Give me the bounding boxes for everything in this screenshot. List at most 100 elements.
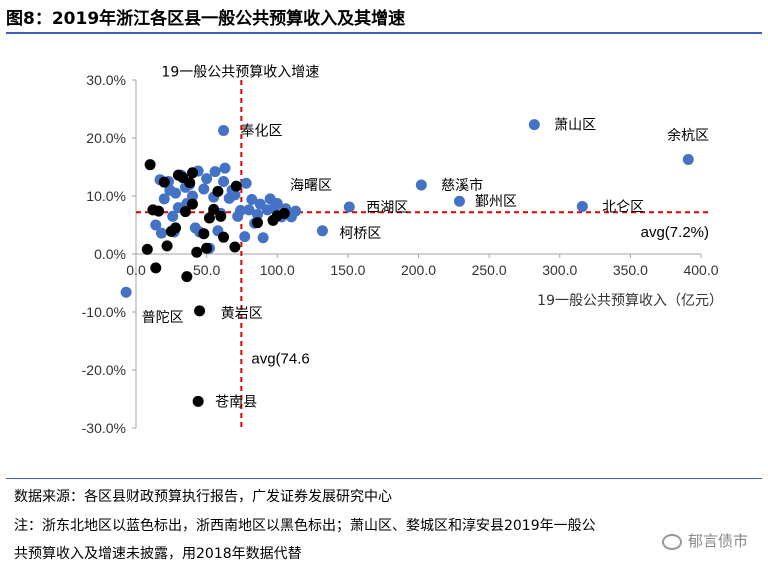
- black-data-point: [158, 176, 170, 188]
- data-points: [120, 119, 694, 407]
- black-data-point: [203, 212, 215, 224]
- wechat-icon: [661, 533, 682, 550]
- blue-data-point: [170, 187, 182, 199]
- x-tick-label: 200.0: [401, 262, 436, 278]
- blue-data-point: [528, 119, 540, 131]
- blue-data-point: [235, 205, 247, 216]
- black-data-point: [208, 203, 220, 215]
- blue-data-point: [120, 286, 132, 298]
- point-label: 柯桥区: [339, 226, 381, 242]
- x-tick-label: 300.0: [542, 262, 577, 278]
- y-tick-label: 20.0%: [86, 130, 126, 146]
- point-label: 奉化区: [241, 123, 283, 139]
- blue-data-point: [155, 227, 167, 239]
- black-data-point: [179, 206, 191, 218]
- blue-data-point: [218, 176, 230, 187]
- blue-data-point: [682, 153, 694, 165]
- scatter-chart: 30.0% 20.0% 10.0% 0.0% -10.0% -20.0% -30.0% 0.0…: [82, 64, 723, 436]
- black-data-point: [230, 180, 242, 192]
- black-data-point: [187, 167, 198, 179]
- point-label: 鄞州区: [475, 194, 517, 210]
- blue-data-point: [158, 193, 170, 205]
- black-data-point: [191, 246, 203, 258]
- blue-data-point: [257, 232, 269, 244]
- x-tick-label: 350.0: [613, 262, 648, 278]
- blue-data-point: [150, 219, 162, 231]
- black-data-point: [218, 231, 230, 243]
- blue-data-point: [246, 193, 258, 205]
- blue-data-point: [343, 201, 355, 213]
- point-label: 海曙区: [290, 178, 332, 194]
- point-label: 19一般公共预算收入增速: [161, 64, 319, 80]
- black-data-point: [198, 228, 210, 240]
- x-tick-label: 0.0: [126, 262, 146, 278]
- blue-data-point: [453, 195, 465, 207]
- footnote-line-2: 共预算收入及增速未披露，用2018年数据代替: [14, 546, 302, 562]
- x-tick-label: 250.0: [472, 262, 507, 278]
- black-data-point: [278, 207, 290, 219]
- black-data-point: [229, 241, 241, 253]
- black-data-point: [187, 198, 198, 210]
- blue-data-point: [201, 173, 213, 185]
- black-data-point: [144, 159, 156, 171]
- point-label: 苍南县: [215, 394, 257, 410]
- blue-data-point: [576, 200, 588, 212]
- avg-y-label: avg(7.2%): [641, 224, 709, 241]
- blue-data-point: [209, 166, 221, 178]
- black-data-point: [194, 305, 206, 317]
- y-tick-label: -30.0%: [82, 420, 126, 436]
- footnote-line-1: 注：浙东北地区以蓝色标出，浙西南地区以黑色标出；萧山区、婺城区和淳安县2019年…: [14, 518, 596, 534]
- average-lines: avg(74.6 avg(7.2%): [136, 80, 709, 428]
- y-tick-label: -10.0%: [82, 304, 126, 320]
- black-data-point: [153, 205, 165, 217]
- black-data-point: [251, 217, 263, 229]
- blue-data-point: [316, 225, 328, 237]
- blue-data-point: [251, 209, 263, 221]
- black-data-point: [150, 262, 162, 274]
- avg-x-label: avg(74.6: [251, 350, 309, 367]
- watermark: 郁言债市: [661, 530, 748, 551]
- blue-data-point: [243, 204, 255, 216]
- black-data-point: [161, 240, 173, 252]
- point-label: 萧山区: [554, 118, 596, 134]
- title-rule: [6, 32, 762, 34]
- black-data-point: [170, 222, 182, 234]
- blue-data-point: [219, 162, 231, 174]
- x-axis-title: 19一般公共预算收入（亿元）: [537, 293, 723, 309]
- black-data-point: [215, 210, 227, 222]
- point-label: 余杭区: [667, 127, 709, 144]
- black-data-point: [201, 242, 213, 254]
- x-tick-label: 150.0: [330, 262, 365, 278]
- x-tick-label: 100.0: [260, 262, 295, 278]
- y-tick-label: 10.0%: [86, 188, 126, 204]
- black-data-point: [141, 243, 153, 255]
- blue-data-point: [229, 189, 241, 201]
- figure-title: 图8：2019年浙江各区县一般公共预算收入及其增速: [6, 9, 406, 29]
- point-label: 北仑区: [602, 199, 644, 215]
- blue-data-point: [187, 190, 198, 202]
- blue-data-point: [240, 177, 252, 189]
- y-tick-label: 30.0%: [86, 72, 126, 88]
- point-label: 西湖区: [366, 200, 408, 216]
- blue-data-point: [167, 210, 179, 222]
- black-data-point: [192, 395, 204, 407]
- blue-data-point: [271, 198, 283, 210]
- x-tick-label: 400.0: [683, 262, 718, 278]
- source-note: 数据来源：各区县财政预算执行报告，广发证券发展研究中心: [14, 489, 392, 505]
- axes: 30.0% 20.0% 10.0% 0.0% -10.0% -20.0% -30.0% 0.0…: [82, 72, 723, 436]
- black-data-point: [212, 185, 224, 197]
- point-label: 普陀区: [142, 310, 184, 326]
- blue-data-point: [415, 179, 427, 191]
- point-label: 慈溪市: [441, 177, 483, 194]
- blue-data-point: [198, 183, 210, 195]
- notes-rule: [6, 478, 762, 479]
- blue-data-point: [239, 231, 251, 243]
- y-tick-label: -20.0%: [82, 362, 126, 378]
- black-data-point: [184, 177, 196, 189]
- y-tick-label: 0.0%: [94, 246, 126, 262]
- blue-data-point: [218, 124, 230, 136]
- black-data-point: [181, 271, 193, 283]
- watermark-text: 郁言债市: [687, 532, 748, 550]
- point-label: 黄岩区: [221, 305, 263, 322]
